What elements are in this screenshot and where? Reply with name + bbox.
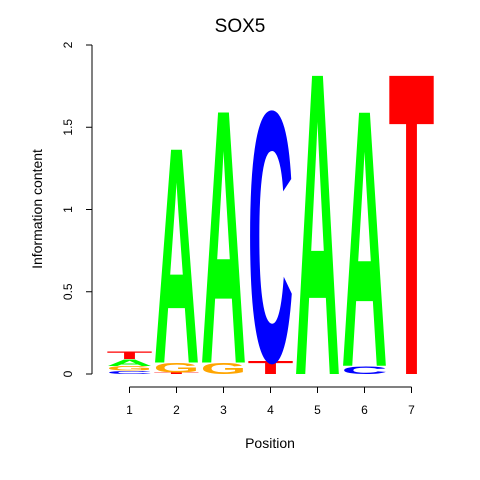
y-tick-label: 1	[61, 206, 75, 213]
y-tick-label: 0	[61, 370, 75, 377]
y-tick-label: 0.5	[61, 283, 75, 300]
letter-glyph: C	[106, 370, 152, 375]
letter-T-pos7: T	[388, 0, 434, 466]
letter-glyph: T	[247, 358, 293, 378]
letter-glyph: G	[153, 360, 199, 375]
letter-A-pos2: A	[153, 84, 199, 429]
letter-C-pos1: C	[106, 370, 152, 375]
letter-A-pos5: A	[294, 0, 340, 466]
letter-G-pos3: G	[200, 360, 246, 377]
letter-glyph: C	[247, 36, 293, 437]
x-tick-label: 1	[126, 403, 133, 417]
x-tick-label: 7	[408, 403, 415, 417]
letter-glyph: A	[200, 35, 246, 440]
y-tick-label: 2	[61, 41, 75, 48]
letter-glyph: T	[388, 0, 434, 466]
letter-glyph: C	[341, 364, 387, 377]
x-tick-label: 2	[173, 403, 180, 417]
letter-glyph: T	[106, 349, 152, 362]
letter-A-pos6: A	[341, 33, 387, 444]
y-tick-label: 1.5	[61, 119, 75, 136]
letter-A-pos1: A	[106, 358, 152, 368]
letter-T-pos4: T	[247, 358, 293, 378]
letter-glyph: A	[341, 33, 387, 444]
x-tick-label: 3	[220, 403, 227, 417]
x-tick-label: 6	[361, 403, 368, 417]
letter-G-pos1: G	[106, 365, 152, 373]
x-axis: 1 2 3 4 5 6 7	[126, 386, 415, 417]
x-axis-label: Position	[245, 435, 295, 451]
x-tick-label: 4	[267, 403, 274, 417]
letter-G-pos2: G	[153, 360, 199, 375]
letter-T-pos2: T	[153, 372, 199, 374]
chart-title: SOX5	[215, 16, 266, 37]
letter-glyph: A	[294, 0, 340, 466]
letter-glyph: G	[200, 360, 246, 377]
letter-glyph: T	[153, 372, 199, 374]
letter-glyph: A	[106, 358, 152, 368]
x-tick-label: 5	[314, 403, 321, 417]
y-axis: 0 0.5 1 1.5 2	[61, 41, 93, 377]
letter-glyph: G	[106, 365, 152, 373]
letter-C-pos4: C	[247, 36, 293, 437]
letter-C-pos6: C	[341, 364, 387, 377]
letter-A-pos3: A	[200, 35, 246, 440]
letter-glyph: A	[153, 84, 199, 429]
y-axis-label: Information content	[29, 149, 45, 269]
letter-T-pos1: T	[106, 349, 152, 362]
